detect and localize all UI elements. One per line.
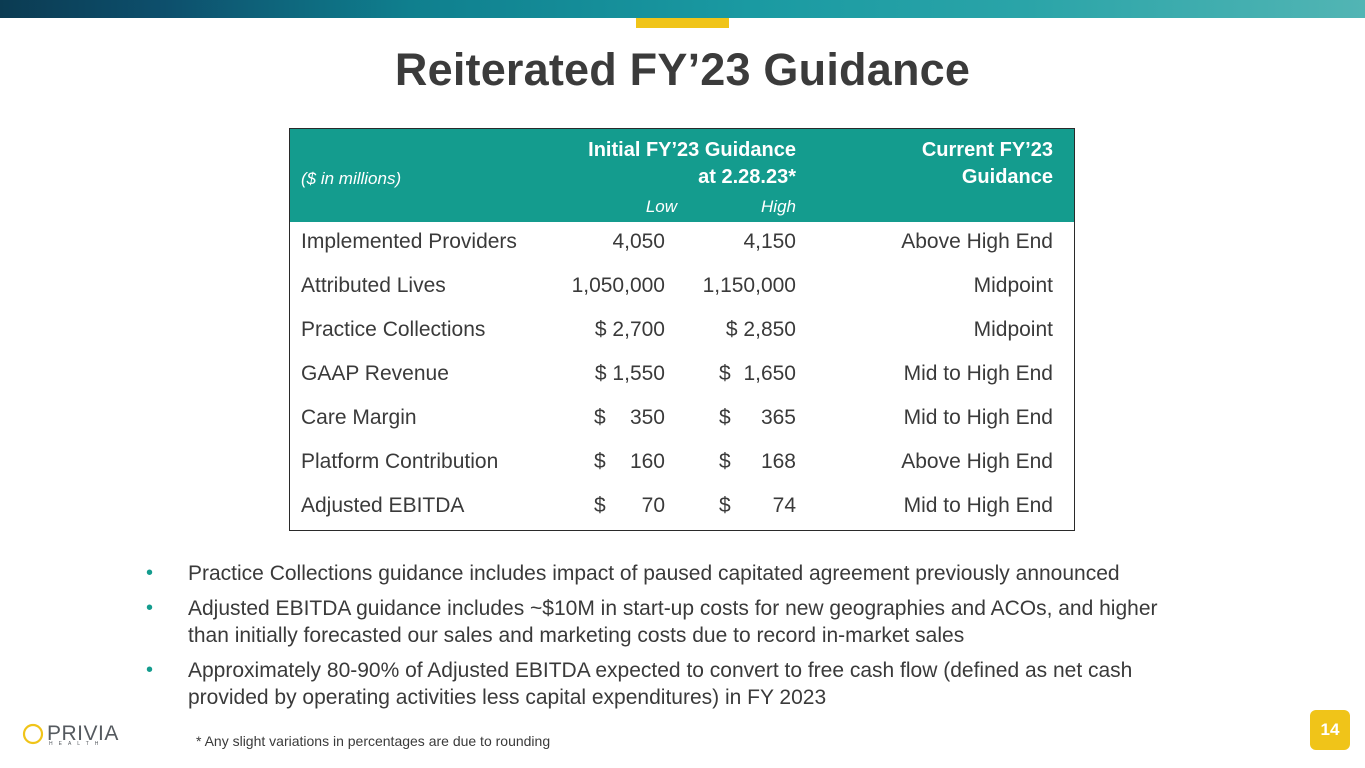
row-high-value: 365 xyxy=(760,406,796,429)
high-subheader: High xyxy=(761,197,796,216)
row-low-dollar: $ xyxy=(594,494,606,517)
row-label: Attributed Lives xyxy=(301,274,446,297)
bullet-item: • Adjusted EBITDA guidance includes ~$10… xyxy=(146,595,1246,649)
bullet-text-line: Practice Collections guidance includes i… xyxy=(188,562,1120,585)
table-row: Practice Collections $ 2,700 $ 2,850 Midpoi… xyxy=(290,314,1074,358)
initial-guidance-header-line2: at 2.28.23* xyxy=(698,166,796,188)
page-number-badge: 14 xyxy=(1310,710,1350,750)
units-label: ($ in millions) xyxy=(301,169,402,188)
current-guidance-header-line1: Current FY’23 xyxy=(921,139,1053,161)
guidance-table: ($ in millions) Initial FY’23 Guidance a… xyxy=(289,128,1075,531)
current-guidance-header: Current FY’23 Guidance xyxy=(850,137,1053,191)
row-high-value: 4,150 xyxy=(743,230,796,253)
row-high-value: $ 2,850 xyxy=(725,318,796,341)
bullet-text-line: provided by operating activities less ca… xyxy=(188,686,827,709)
slide-title: Reiterated FY’23 Guidance xyxy=(394,44,971,95)
row-high-value: 1,150,000 xyxy=(702,274,796,297)
bullet-dot: • xyxy=(146,659,154,681)
row-high-value: 1,650 xyxy=(743,362,796,385)
table-row: Platform Contribution 160 168 Above High En… xyxy=(290,446,1074,490)
row-low-value: $ 1,550 xyxy=(594,362,665,385)
table-row: Implemented Providers 4,050 4,150 Above Hig… xyxy=(290,226,1074,270)
row-label: Platform Contribution xyxy=(301,450,499,473)
row-low-dollar: $ xyxy=(594,406,606,429)
bullet-dot: • xyxy=(146,562,154,584)
table-row: Adjusted EBITDA 70 74 Mid to High End $ $ xyxy=(290,490,1074,534)
initial-guidance-header-line1: Initial FY’23 Guidance xyxy=(588,139,796,161)
low-subheader: Low xyxy=(645,197,677,216)
row-label: Practice Collections xyxy=(301,318,486,341)
bullet-dot: • xyxy=(146,597,154,619)
footnote: * Any slight variations in percentages a… xyxy=(196,733,551,749)
initial-guidance-header: Initial FY’23 Guidance at 2.28.23* xyxy=(530,137,796,191)
row-high-dollar: $ xyxy=(719,406,731,429)
row-low-value: 4,050 xyxy=(612,230,665,253)
row-label: Adjusted EBITDA xyxy=(301,494,465,517)
row-current-guidance: Midpoint xyxy=(973,274,1053,297)
row-high-value: 168 xyxy=(760,450,796,473)
row-current-guidance: Above High End xyxy=(901,230,1053,253)
row-low-value: 70 xyxy=(641,494,665,517)
row-current-guidance: Mid to High End xyxy=(903,362,1053,385)
row-high-dollar: $ xyxy=(719,450,731,473)
row-current-guidance: Above High End xyxy=(901,450,1053,473)
top-gradient-bar xyxy=(0,0,1365,18)
bullet-list: • Practice Collections guidance includes… xyxy=(146,560,1246,719)
row-low-value: 160 xyxy=(629,450,665,473)
row-current-guidance: Midpoint xyxy=(973,318,1053,341)
table-row: GAAP Revenue $ 1,550 1,650 Mid to High End $ xyxy=(290,358,1074,402)
row-current-guidance: Mid to High End xyxy=(903,494,1053,517)
logo-ring-icon xyxy=(22,723,44,745)
row-current-guidance: Mid to High End xyxy=(903,406,1053,429)
row-label: GAAP Revenue xyxy=(301,362,449,385)
row-high-dollar: $ xyxy=(719,494,731,517)
title-accent-bar xyxy=(636,18,729,28)
row-high-dollar: $ xyxy=(719,362,731,385)
bullet-text-line: Adjusted EBITDA guidance includes ~$10M … xyxy=(188,597,1158,620)
logo-wordmark: PRIVIA xyxy=(47,722,119,745)
row-low-dollar: $ xyxy=(594,450,606,473)
bullet-text-line: than initially forecasted our sales and … xyxy=(188,624,965,647)
row-low-value: 1,050,000 xyxy=(571,274,665,297)
privia-logo: PRIVIA HEALTH xyxy=(20,720,120,750)
current-guidance-header-line2: Guidance xyxy=(961,166,1053,188)
table-header: ($ in millions) Initial FY’23 Guidance a… xyxy=(290,129,1074,222)
logo-subtext: HEALTH xyxy=(49,741,105,747)
row-low-value: $ 2,700 xyxy=(594,318,665,341)
table-row: Care Margin 350 365 Mid to High End $ $ xyxy=(290,402,1074,446)
row-high-value: 74 xyxy=(772,494,796,517)
bullet-text-line: Approximately 80-90% of Adjusted EBITDA … xyxy=(188,659,1133,682)
bullet-item: • Approximately 80-90% of Adjusted EBITD… xyxy=(146,657,1246,711)
row-low-value: 350 xyxy=(629,406,665,429)
table-row: Attributed Lives 1,050,000 1,150,000 Midpoi… xyxy=(290,270,1074,314)
row-label: Care Margin xyxy=(301,406,417,429)
bullet-item: • Practice Collections guidance includes… xyxy=(146,560,1246,587)
row-label: Implemented Providers xyxy=(301,230,517,253)
